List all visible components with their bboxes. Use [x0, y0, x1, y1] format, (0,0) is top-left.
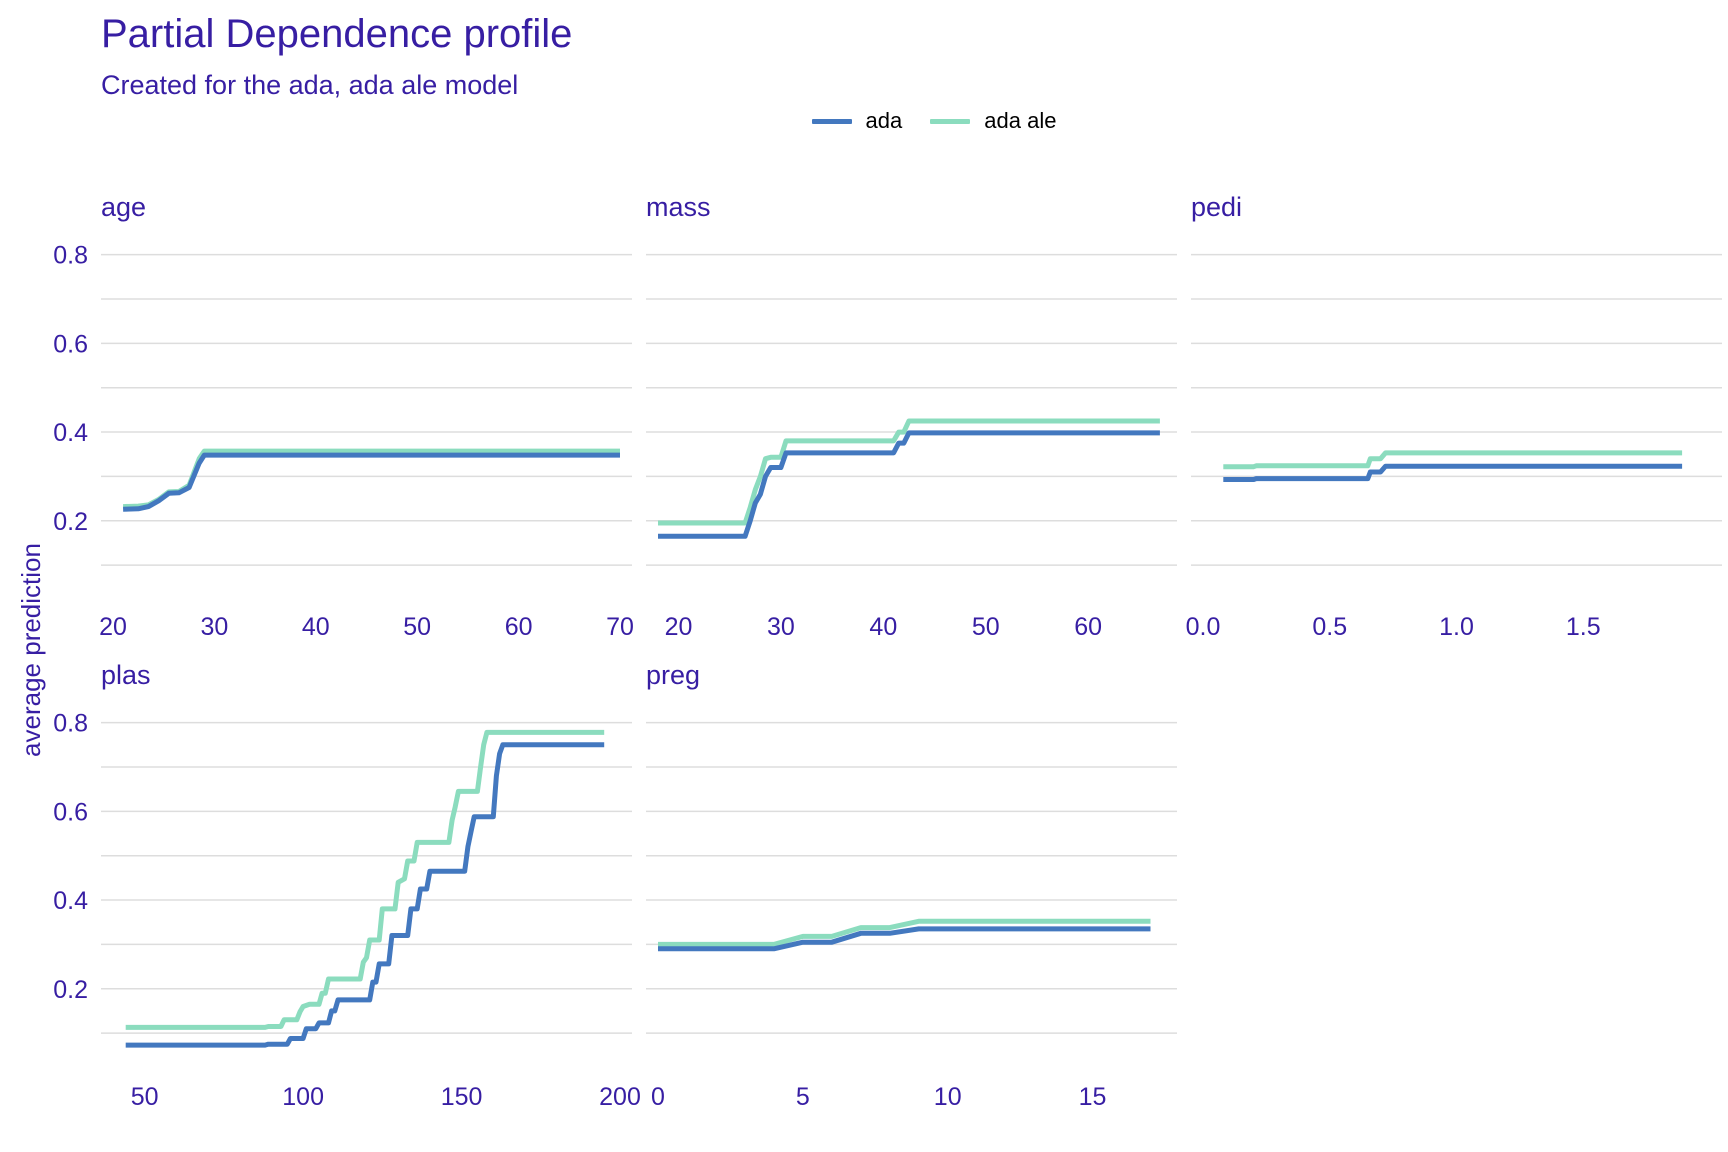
panel-title-pedi: pedi [1191, 192, 1242, 222]
series-line-preg-ada-ale [658, 918, 1151, 947]
x-tick-label: 50 [403, 613, 431, 641]
x-tick-label: 0.0 [1186, 613, 1221, 641]
x-tick-label: 100 [282, 1083, 324, 1111]
series-line-age-ada-ale [123, 448, 620, 510]
panel-title-mass: mass [646, 192, 711, 222]
x-tick-label: 50 [131, 1083, 159, 1111]
x-tick-label: 150 [441, 1083, 483, 1111]
series-line-mass-ada [658, 430, 1160, 539]
legend-item-ada: ada [811, 108, 903, 134]
x-tick-label: 10 [934, 1083, 962, 1111]
y-tick-label: 0.2 [53, 976, 88, 1004]
x-tick-label: 60 [1074, 613, 1102, 641]
series-line-pedi-ada [1223, 463, 1683, 482]
x-tick-label: 20 [665, 613, 693, 641]
y-tick-label: 0.6 [53, 330, 88, 358]
y-tick-label: 0.6 [53, 798, 88, 826]
series-line-plas-ada [125, 742, 605, 1048]
x-tick-label: 15 [1079, 1083, 1107, 1111]
legend-swatch-ada-ale [930, 118, 971, 124]
x-tick-label: 30 [200, 613, 228, 641]
y-axis-label: average prediction [16, 543, 46, 757]
x-tick-label: 30 [767, 613, 795, 641]
x-tick-label: 40 [302, 613, 330, 641]
series-line-preg-ada [658, 926, 1151, 952]
y-tick-label: 0.2 [53, 508, 88, 536]
x-tick-label: 40 [869, 613, 897, 641]
series-line-age-ada [123, 452, 620, 512]
x-tick-label: 20 [99, 613, 127, 641]
legend-label-ada-ale: ada ale [984, 108, 1057, 133]
legend-item-ada-ale: ada ale [930, 108, 1056, 134]
x-tick-label: 70 [606, 613, 634, 641]
y-tick-label: 0.4 [53, 887, 88, 915]
legend-label-ada: ada [865, 108, 903, 133]
series-line-plas-ada-ale [125, 729, 605, 1030]
x-tick-label: 0.5 [1312, 613, 1347, 641]
x-tick-label: 5 [796, 1083, 810, 1111]
x-tick-label: 0 [651, 1083, 665, 1111]
chart-title: Partial Dependence profile [101, 12, 573, 56]
x-tick-label: 200 [599, 1083, 641, 1111]
legend-swatch-ada [811, 118, 852, 124]
series-line-pedi-ada-ale [1223, 450, 1683, 470]
x-tick-label: 1.0 [1439, 613, 1474, 641]
series-line-mass-ada-ale [658, 418, 1160, 526]
legend: ada ada ale [0, 108, 1728, 134]
y-tick-label: 0.8 [53, 710, 88, 738]
x-tick-label: 50 [972, 613, 1000, 641]
y-tick-label: 0.4 [53, 419, 88, 447]
y-tick-label: 0.8 [53, 242, 88, 270]
chart-subtitle: Created for the ada, ada ale model [101, 70, 519, 100]
panel-title-age: age [101, 192, 146, 222]
panel-title-plas: plas [101, 660, 151, 690]
x-tick-label: 1.5 [1566, 613, 1601, 641]
panel-title-preg: preg [646, 660, 700, 690]
x-tick-label: 60 [505, 613, 533, 641]
